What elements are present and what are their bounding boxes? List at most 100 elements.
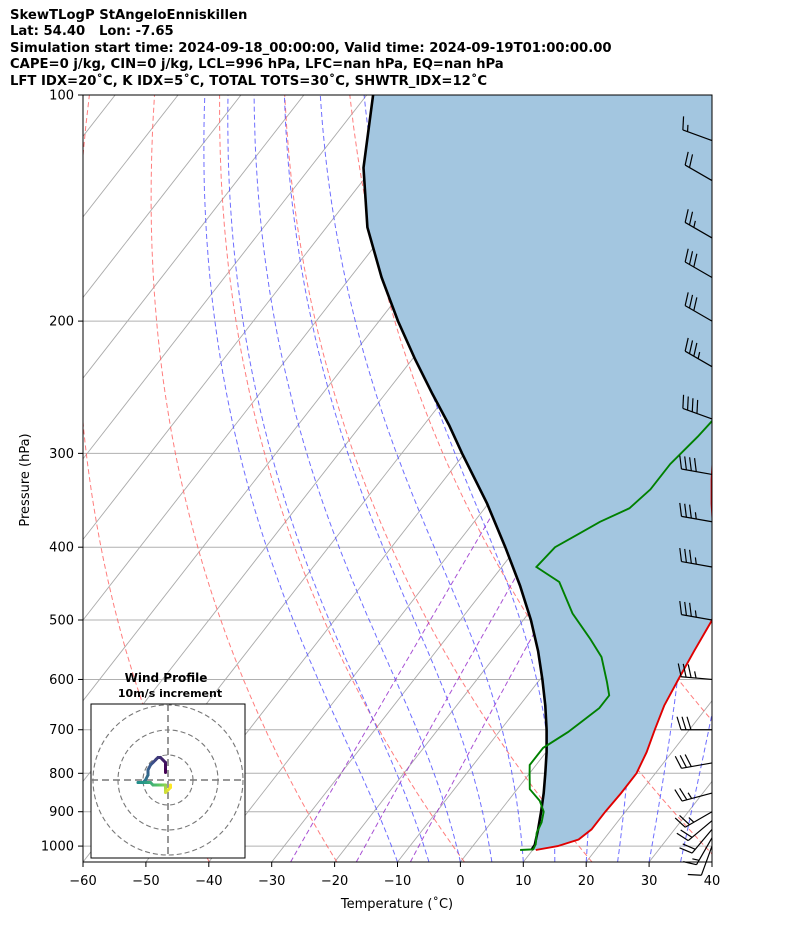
wind-barb-staff: [682, 407, 713, 420]
y-tick-label: 300: [49, 447, 74, 462]
location-line: Lat: 54.40 Lon: -7.65: [10, 24, 174, 40]
wind-barb-flag: [679, 548, 683, 562]
moist-adiabat-line: [319, 95, 524, 862]
mixing-ratio-line: [409, 453, 635, 862]
moist-adiabat-line: [363, 95, 556, 862]
wind-barb-staff: [684, 261, 713, 279]
x-tick-label: 30: [641, 874, 658, 889]
wind-barb-flag: [687, 873, 702, 876]
wind-barb: [684, 248, 713, 279]
wind-barb-staff: [684, 350, 713, 368]
dewpoint-profile-line: [520, 419, 712, 851]
wind-barb-half-flag: [688, 817, 695, 823]
y-axis-label: Pressure (hPa): [18, 433, 33, 526]
wind-barb-half-flag: [697, 351, 701, 359]
isotherm-line: [711, 861, 712, 862]
wind-barb-flag: [679, 601, 683, 615]
chart-header: SkewTLogP StAngeloEnniskillen Lat: 54.40…: [10, 8, 612, 90]
x-tick-label: −50: [132, 874, 159, 889]
wind-barb-flag: [688, 294, 694, 309]
wind-barb: [684, 337, 713, 368]
wind-barb-flag: [676, 832, 689, 842]
x-tick-label: −30: [258, 874, 285, 889]
wind-barb: [679, 601, 713, 621]
dry-adiabat-line: [349, 95, 712, 855]
moist-adiabat-line: [253, 95, 461, 862]
wind-barb-flag: [693, 458, 697, 472]
x-axis-label: Temperature (˚C): [340, 896, 453, 912]
parcel-profile-line: [362, 95, 548, 851]
wind-barb-staff: [682, 129, 713, 142]
wind-barb-flag: [686, 396, 689, 411]
x-tick-label: −60: [69, 874, 96, 889]
wind-barb-flag: [689, 549, 692, 564]
wind-barb-flag: [693, 297, 698, 311]
isotherm-line: [83, 95, 368, 460]
wind-barb-flag: [682, 663, 687, 678]
wind-barb: [683, 837, 713, 866]
wind-barb-staff: [684, 811, 713, 828]
wind-barb-flag: [676, 716, 682, 730]
wind-barb-flag: [684, 754, 692, 767]
wind-barb-staff: [684, 221, 713, 239]
wind-barb-staff: [681, 515, 713, 523]
wind-barb-half-flag: [693, 220, 696, 228]
wind-barb-half-flag: [694, 610, 697, 618]
wind-barb-flag: [688, 154, 694, 168]
x-axis-ticks: −60 −50 −40 −30 −20 −10 0 10 20 30 40: [69, 862, 720, 889]
wind-barb-staff: [681, 560, 713, 568]
wind-barb-staff: [681, 762, 713, 769]
x-tick-label: 0: [456, 874, 464, 889]
wind-barb-flag: [684, 337, 689, 352]
wind-barb: [682, 394, 713, 420]
wind-barb-flag: [684, 209, 689, 223]
profile-lines: [362, 95, 712, 851]
wind-barb: [684, 292, 713, 322]
wind-barb-flag: [682, 116, 685, 131]
hodograph-inset: Wind Profile 10m/s increment: [90, 671, 246, 859]
wind-barb-flag: [679, 787, 688, 801]
wind-barb-half-flag: [694, 671, 697, 679]
wind-barb-flag: [688, 211, 694, 226]
time-line: Simulation start time: 2024-09-18_00:00:…: [10, 40, 612, 56]
y-tick-label: 800: [49, 767, 74, 782]
wind-barb-flag: [684, 503, 687, 518]
wind-barb-staff: [681, 676, 713, 681]
chart-title: SkewTLogP StAngeloEnniskillen: [10, 8, 248, 23]
wind-barb: [687, 845, 713, 876]
wind-barb-flag: [687, 664, 692, 678]
wind-barb-flag: [679, 455, 683, 470]
wind-barb-flag: [686, 716, 692, 730]
y-tick-label: 400: [49, 541, 74, 556]
y-axis-ticks: 100 200 300 400 500 600 700 800 900 1000: [41, 89, 83, 855]
x-tick-label: −20: [321, 874, 348, 889]
wind-barb-flag: [684, 292, 689, 306]
wind-barb-flag: [684, 151, 689, 166]
y-tick-label: 500: [49, 613, 74, 628]
y-tick-label: 900: [49, 805, 74, 820]
wind-barb-flag: [693, 342, 698, 357]
indices-line-2: LFT IDX=20˚C, K IDX=5˚C, TOTAL TOTS=30˚C…: [10, 73, 488, 89]
wind-barb-flag: [681, 716, 687, 730]
indices-line-1: CAPE=0 j/kg, CIN=0 j/kg, LCL=996 hPa, LF…: [10, 57, 504, 73]
wind-barb-staff: [695, 837, 713, 865]
wind-barb-half-flag: [694, 512, 697, 520]
hodograph-subtitle: 10m/s increment: [118, 687, 222, 700]
wind-barb-flag: [689, 602, 692, 617]
y-tick-label: 700: [49, 723, 74, 738]
cape-shading: [363, 95, 712, 850]
x-tick-label: 40: [704, 874, 721, 889]
wind-barb-flag: [696, 399, 699, 414]
wind-barb-flag: [682, 394, 685, 409]
wind-barb: [679, 502, 713, 523]
wind-barb-flag: [679, 502, 683, 517]
wind-barb: [679, 828, 713, 854]
wind-barb: [684, 151, 713, 182]
wind-barb-flag: [684, 548, 687, 563]
wind-barb: [677, 663, 713, 681]
wind-barb-staff: [687, 820, 713, 842]
x-tick-label: 20: [578, 874, 595, 889]
wind-barb-flag: [691, 398, 694, 412]
wind-barb-flag: [674, 755, 683, 769]
wind-barb-flag: [679, 755, 687, 768]
